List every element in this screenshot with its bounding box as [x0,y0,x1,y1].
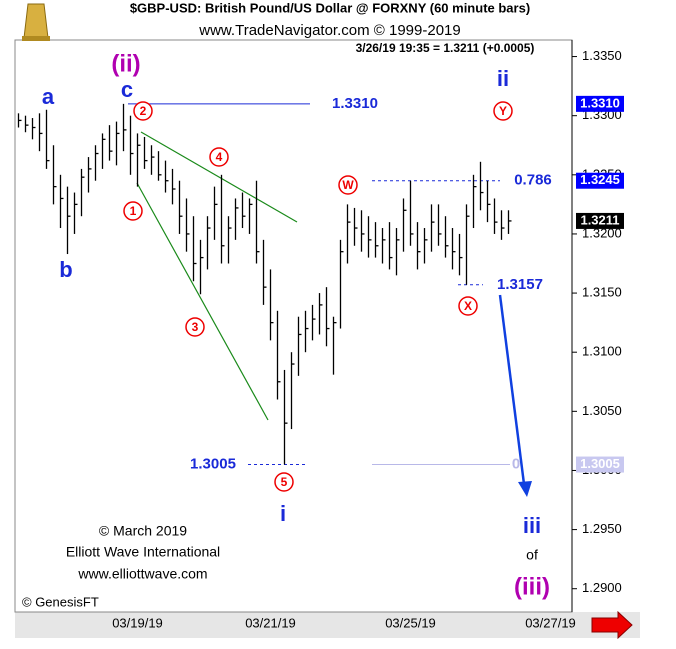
wave-label: b [59,257,72,282]
wave-circle-label: 5 [281,475,288,489]
level-label: 1.3157 [497,276,543,293]
wave-circle-label: Y [499,104,507,118]
wave-label: iii [523,513,541,538]
credit: www.elliottwave.com [77,566,207,582]
axis-flag-label: 1.3245 [580,172,620,187]
wave-circle-label: W [342,178,354,192]
trendline [140,131,298,223]
x-axis-strip [15,612,640,638]
wave-circle [123,201,143,221]
logo [22,3,50,41]
wave-circle [185,317,205,337]
chart-subtitle: www.TradeNavigator.com © 1999-2019 [198,22,460,39]
wave-circle [209,147,229,167]
credit: © March 2019 [99,523,187,539]
axis-flag-label: 1.3211 [580,212,619,227]
wave-label: of [526,547,538,563]
y-tick-label: 1.3100 [582,344,622,359]
wave-circle [274,472,294,492]
wave-circle-label: 2 [140,104,147,118]
axis-flag [576,172,624,189]
wave-label: c [121,77,133,102]
x-tick-label: 03/19/19 [112,615,163,630]
y-tick-label: 1.2950 [582,521,622,536]
y-tick-label: 1.3200 [582,225,622,240]
wave-circle-label: 4 [216,150,223,164]
wave-circle [458,296,478,316]
level-label: 0.786 [514,172,552,189]
wave-circle [338,175,358,195]
projection-arrow [498,294,532,497]
scroll-arrow[interactable] [591,610,633,640]
wave-circle [133,101,153,121]
wave-circle-label: X [464,299,472,313]
wave-circle [493,101,513,121]
axis-flag [576,456,624,473]
axis-flag-label: 1.3310 [580,95,620,110]
chart-title: $GBP-USD: British Pound/US Dollar @ FORX… [130,0,530,15]
axis-flag-label: 1.3005 [580,456,620,471]
y-tick-label: 1.3150 [582,285,622,300]
x-tick-label: 03/25/19 [385,615,436,630]
y-tick-label: 1.3050 [582,403,622,418]
wave-circle-label: 3 [192,320,199,334]
x-tick-label: 03/27/19 [525,615,576,630]
level-label: 1.3310 [332,95,378,112]
wave-label: (iii) [514,573,550,600]
y-tick-label: 1.3350 [582,48,622,63]
fib-zero-label: 0 [512,456,520,473]
wave-circle-label: 1 [130,204,137,218]
wave-label: a [42,84,55,109]
trendline [136,182,269,421]
axis-flag [576,95,624,112]
x-tick-label: 03/21/19 [245,615,296,630]
wave-label: ii [497,66,509,91]
plot-area [14,39,573,613]
axis-flag [576,212,624,229]
wave-label: i [280,501,286,526]
credit: © GenesisFT [22,594,99,609]
level-label: 1.3005 [190,456,236,473]
credit: Elliott Wave International [66,544,220,560]
y-tick-label: 1.2900 [582,580,622,595]
wave-label: (ii) [111,50,140,77]
quote: 3/26/19 19:35 = 1.3211 (+0.0005) [356,41,535,55]
